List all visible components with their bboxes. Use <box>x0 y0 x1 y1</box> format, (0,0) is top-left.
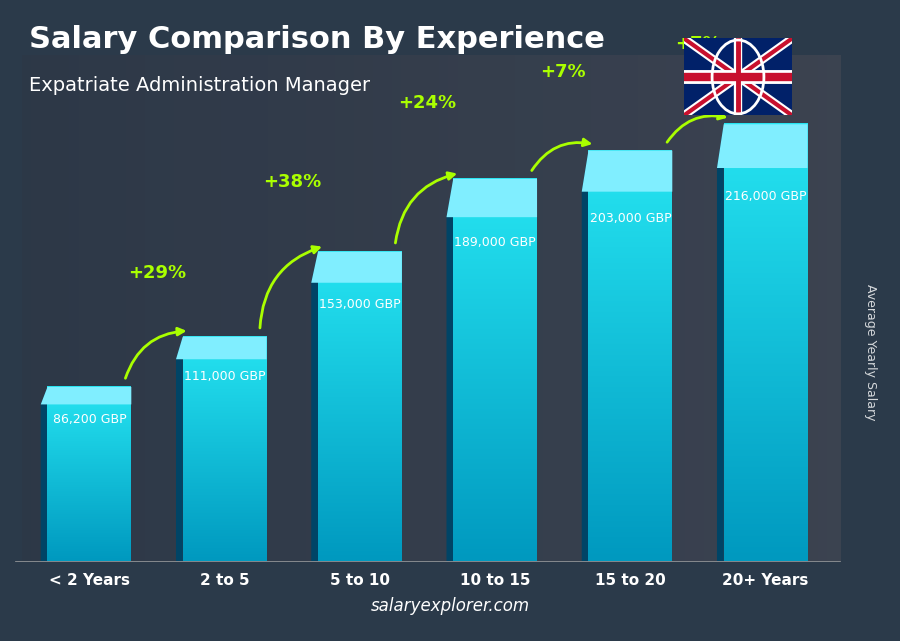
Text: +38%: +38% <box>263 172 321 190</box>
Polygon shape <box>446 179 537 217</box>
Text: salaryexplorer.com: salaryexplorer.com <box>371 597 529 615</box>
Text: +7%: +7% <box>675 35 721 53</box>
Text: 86,200 GBP: 86,200 GBP <box>52 413 126 426</box>
Text: 203,000 GBP: 203,000 GBP <box>590 212 671 225</box>
Text: Expatriate Administration Manager: Expatriate Administration Manager <box>29 76 370 95</box>
Polygon shape <box>40 387 131 404</box>
Polygon shape <box>311 252 401 283</box>
Polygon shape <box>684 38 792 115</box>
FancyArrowPatch shape <box>125 328 184 378</box>
Text: 153,000 GBP: 153,000 GBP <box>320 298 400 312</box>
Text: +24%: +24% <box>399 94 456 112</box>
Polygon shape <box>446 179 454 562</box>
Polygon shape <box>176 337 183 562</box>
Text: 111,000 GBP: 111,000 GBP <box>184 370 266 383</box>
Text: +7%: +7% <box>540 63 586 81</box>
Text: Salary Comparison By Experience: Salary Comparison By Experience <box>29 25 605 54</box>
Polygon shape <box>717 124 724 562</box>
Polygon shape <box>717 124 807 168</box>
FancyArrowPatch shape <box>395 173 454 243</box>
Text: Average Yearly Salary: Average Yearly Salary <box>864 285 877 420</box>
FancyArrowPatch shape <box>532 139 590 171</box>
Polygon shape <box>581 151 672 192</box>
FancyArrowPatch shape <box>260 247 320 328</box>
Text: 216,000 GBP: 216,000 GBP <box>724 190 806 203</box>
FancyArrowPatch shape <box>667 112 724 142</box>
Polygon shape <box>311 252 318 562</box>
Text: +29%: +29% <box>128 264 186 283</box>
Polygon shape <box>40 387 48 562</box>
Polygon shape <box>581 151 589 562</box>
Polygon shape <box>176 337 266 359</box>
Text: 189,000 GBP: 189,000 GBP <box>454 237 536 249</box>
